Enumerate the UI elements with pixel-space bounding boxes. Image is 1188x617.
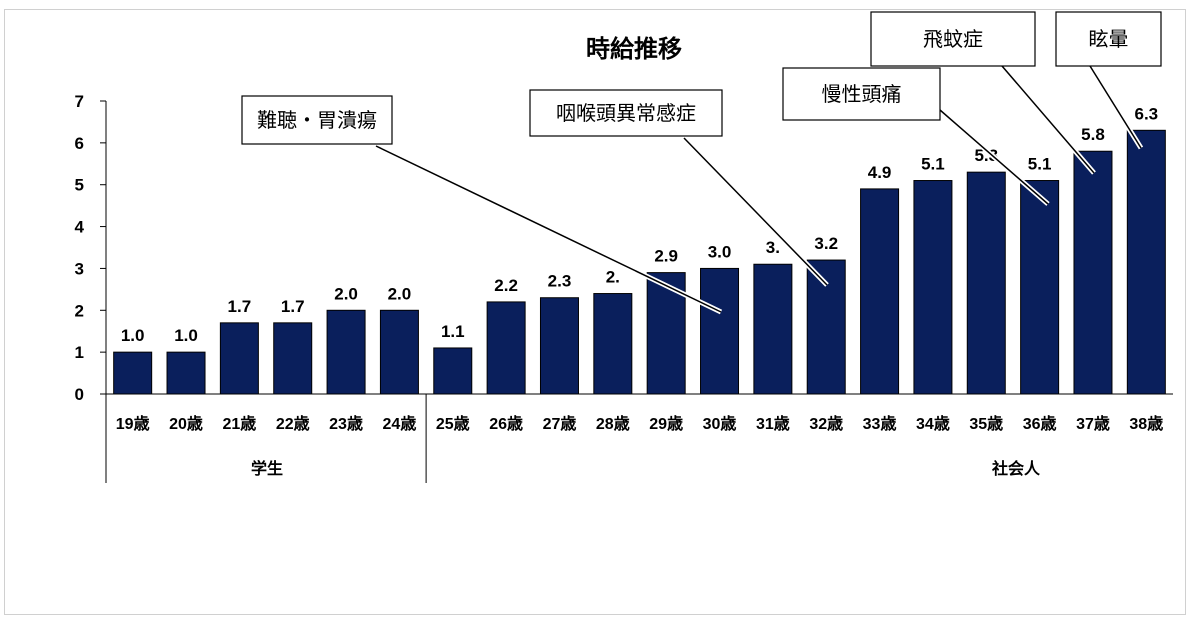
annotation-label: 咽喉頭異常感症 bbox=[556, 102, 696, 125]
y-tick-label: 6 bbox=[75, 134, 84, 153]
group-labels: 学生 社会人 bbox=[105, 394, 1041, 483]
bar-value-label: 2.0 bbox=[334, 284, 358, 303]
bar bbox=[700, 267, 740, 395]
annotation-label: 飛蚊症 bbox=[923, 28, 983, 51]
bar bbox=[753, 263, 793, 395]
bar-value-label: 1.7 bbox=[228, 297, 252, 316]
y-tick-label: 7 bbox=[75, 92, 84, 111]
x-tick-label: 19歳 bbox=[116, 414, 150, 433]
bar bbox=[593, 293, 633, 395]
x-tick-label: 26歳 bbox=[489, 414, 523, 433]
x-tick-label: 22歳 bbox=[276, 414, 310, 433]
annotation-leader-line bbox=[939, 109, 1049, 205]
x-tick-label: 28歳 bbox=[596, 414, 630, 433]
x-tick-label: 27歳 bbox=[543, 414, 577, 433]
annotation-leader-line bbox=[1089, 65, 1142, 149]
x-tick-label: 32歳 bbox=[809, 414, 843, 433]
bar-value-label: 3. bbox=[766, 238, 780, 257]
bar-value-label: 2.9 bbox=[654, 247, 678, 266]
x-tick-label: 36歳 bbox=[1023, 414, 1057, 433]
x-tick-label: 25歳 bbox=[436, 414, 470, 433]
bar bbox=[806, 259, 846, 395]
x-tick-label: 30歳 bbox=[703, 414, 737, 433]
x-axis-labels: 19歳 20歳 21歳 22歳 23歳 24歳 25歳 26歳 27歳 28歳 29歳 30歳 31歳 3… bbox=[106, 393, 1173, 433]
annotation-box bbox=[529, 89, 723, 137]
bar bbox=[486, 301, 526, 395]
y-tick-label: 4 bbox=[75, 218, 85, 237]
y-tick-label: 5 bbox=[75, 176, 84, 195]
annotation-label: 難聴・胃潰瘍 bbox=[257, 109, 377, 132]
x-tick-label: 34歳 bbox=[916, 414, 950, 433]
annotation-label: 眩暈 bbox=[1089, 28, 1129, 51]
bar-value-label: 5.8 bbox=[1081, 125, 1105, 144]
y-tick-label: 2 bbox=[75, 301, 84, 320]
bars bbox=[113, 129, 1166, 395]
bar-value-label: 1.0 bbox=[121, 326, 145, 345]
y-tick-label: 3 bbox=[75, 259, 84, 278]
bar bbox=[860, 188, 900, 395]
x-tick-label: 38歳 bbox=[1129, 414, 1163, 433]
bar bbox=[1073, 150, 1113, 395]
annotation-box bbox=[241, 95, 393, 145]
x-tick-label: 24歳 bbox=[383, 414, 417, 433]
x-tick-label: 29歳 bbox=[649, 414, 683, 433]
bar-value-label: 1.1 bbox=[441, 322, 465, 341]
x-tick-label: 37歳 bbox=[1076, 414, 1110, 433]
bar-value-label: 2.0 bbox=[388, 284, 412, 303]
annotation-leader-line bbox=[683, 137, 828, 286]
bar-value-label: 4.9 bbox=[868, 163, 892, 182]
y-tick-label: 0 bbox=[75, 385, 84, 404]
bar-value-label: 5.3 bbox=[974, 146, 998, 165]
bar bbox=[1020, 180, 1060, 395]
bar-value-label: 6.3 bbox=[1135, 104, 1159, 123]
annotation-box bbox=[1055, 11, 1162, 67]
x-tick-label: 33歳 bbox=[863, 414, 897, 433]
bar bbox=[1126, 129, 1166, 395]
bar-value-label: 2. bbox=[606, 268, 620, 287]
bar bbox=[913, 180, 953, 395]
annotations: 難聴・胃潰瘍 咽喉頭異常感症 慢性頭痛 飛蚊症 眩暈 bbox=[241, 11, 1162, 315]
group-label: 学生 bbox=[251, 459, 283, 478]
bar bbox=[273, 322, 313, 395]
annotation-leader-line bbox=[375, 145, 722, 313]
bar bbox=[166, 351, 206, 395]
annotation-label: 慢性頭痛 bbox=[822, 83, 902, 106]
bar bbox=[326, 309, 366, 395]
y-tick-label: 1 bbox=[75, 343, 84, 362]
bar-value-label: 1.7 bbox=[281, 297, 305, 316]
bar bbox=[219, 322, 259, 395]
bar bbox=[379, 309, 419, 395]
bar-value-label: 3.2 bbox=[814, 234, 838, 253]
bar bbox=[966, 171, 1006, 395]
bar bbox=[113, 351, 153, 395]
y-axis: 0 1 2 3 4 5 6 7 bbox=[75, 92, 107, 404]
x-tick-label: 35歳 bbox=[969, 414, 1003, 433]
x-tick-label: 23歳 bbox=[329, 414, 363, 433]
bar-value-label: 5.1 bbox=[1028, 155, 1052, 174]
group-label: 社会人 bbox=[991, 459, 1041, 478]
bar-value-label: 1.0 bbox=[174, 326, 198, 345]
bar bbox=[433, 347, 473, 395]
bar-value-label: 5.1 bbox=[921, 155, 945, 174]
x-tick-label: 31歳 bbox=[756, 414, 790, 433]
x-tick-label: 21歳 bbox=[222, 414, 256, 433]
annotation-box bbox=[870, 11, 1036, 67]
annotation-box bbox=[782, 67, 941, 121]
bar-value-label: 2.3 bbox=[548, 272, 572, 291]
bar-value-label: 3.0 bbox=[708, 242, 732, 261]
x-tick-label: 20歳 bbox=[169, 414, 203, 433]
chart-title: 時給推移 bbox=[586, 35, 682, 63]
value-labels: 1.0 1.0 1.7 1.7 2.0 2.0 1.1 2.2 2.3 2. 2.9 3.0 3. 3.2… bbox=[121, 104, 1158, 345]
bar-value-label: 2.2 bbox=[494, 276, 518, 295]
bar bbox=[539, 297, 579, 395]
annotation-leader-line bbox=[1001, 65, 1095, 174]
